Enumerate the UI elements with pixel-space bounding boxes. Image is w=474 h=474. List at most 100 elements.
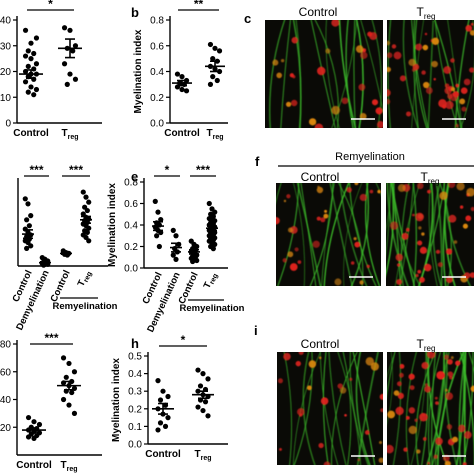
category-label-text: Control xyxy=(13,128,49,139)
red-cell xyxy=(455,360,461,366)
panel-letter-b: b xyxy=(131,5,139,20)
y-tick-label: 20 xyxy=(0,67,11,78)
data-point xyxy=(86,238,92,244)
green-fibre xyxy=(295,20,302,128)
red-cell xyxy=(445,392,454,400)
green-fibre xyxy=(435,183,443,286)
data-point xyxy=(33,86,40,93)
red-cell xyxy=(435,437,443,446)
data-point xyxy=(25,89,31,95)
green-fibre xyxy=(353,20,356,128)
data-point xyxy=(210,246,216,252)
red-cell xyxy=(418,226,422,230)
y-axis-label: Myelination index xyxy=(133,29,144,113)
red-cell xyxy=(415,273,419,278)
green-fibre xyxy=(322,352,329,465)
micrograph-i-control xyxy=(277,352,383,465)
red-cell xyxy=(419,412,428,422)
data-point xyxy=(28,243,34,249)
data-point xyxy=(207,81,214,87)
panel-letter-i: i xyxy=(254,323,258,338)
green-fibre xyxy=(399,183,414,286)
red-cell xyxy=(437,262,443,268)
red-cell xyxy=(409,385,415,391)
green-fibre xyxy=(405,352,417,465)
category-label: Control xyxy=(164,128,200,139)
category-label: Treg xyxy=(194,449,211,462)
red-cell xyxy=(307,385,312,391)
red-cell xyxy=(359,112,367,120)
data-point xyxy=(67,27,73,33)
red-cell xyxy=(459,98,466,105)
data-point xyxy=(61,61,68,67)
data-point xyxy=(214,77,220,84)
red-cell xyxy=(367,31,373,37)
red-cell xyxy=(456,183,465,191)
green-fibre xyxy=(411,20,429,128)
red-cell xyxy=(447,359,453,365)
green-fibre xyxy=(364,183,381,286)
red-cell xyxy=(425,87,433,94)
green-fibre xyxy=(371,20,383,128)
data-point xyxy=(86,225,92,231)
red-cell xyxy=(446,276,453,284)
red-cell xyxy=(431,37,440,45)
green-fibre xyxy=(392,183,402,286)
category-label-text: Control xyxy=(145,449,181,460)
y-tick-label: 20 xyxy=(0,423,11,434)
data-point xyxy=(165,415,171,421)
y-tick-label: 60 xyxy=(0,367,11,378)
red-cell xyxy=(393,51,402,60)
red-cell xyxy=(450,356,454,360)
panel-letter-e: e xyxy=(131,169,138,184)
red-cell xyxy=(462,223,468,229)
data-point xyxy=(64,81,70,87)
data-point xyxy=(31,435,37,441)
red-cell xyxy=(433,454,438,459)
data-point xyxy=(157,397,164,403)
red-cell xyxy=(375,107,383,115)
data-point xyxy=(61,25,68,31)
red-cell xyxy=(416,183,424,190)
red-cell xyxy=(396,263,401,267)
category-label-subscript: reg xyxy=(209,273,220,286)
red-cell xyxy=(450,58,455,63)
red-cell xyxy=(459,205,464,209)
red-cell xyxy=(354,183,359,186)
red-cell xyxy=(424,32,428,36)
red-cell xyxy=(312,240,320,248)
red-cell xyxy=(364,430,370,435)
red-cell xyxy=(408,373,415,380)
y-tick-label: 0.4 xyxy=(128,369,142,380)
category-label-text: T xyxy=(61,128,67,139)
data-point xyxy=(25,63,31,69)
micrograph-f-left-label: Control xyxy=(301,170,340,184)
red-cell xyxy=(325,48,331,54)
red-cell xyxy=(317,185,320,189)
y-tick-label: 10 xyxy=(0,93,11,104)
data-point xyxy=(33,61,40,67)
red-cell xyxy=(438,99,447,108)
y-tick-label: 0.5 xyxy=(128,352,142,363)
y-tick-label: 0.0 xyxy=(128,440,142,451)
red-cell xyxy=(289,263,298,271)
panel-letter-h: h xyxy=(131,336,139,351)
green-fibre xyxy=(421,352,429,465)
red-cell xyxy=(396,279,402,285)
data-point xyxy=(72,43,79,49)
chart-g: 20 40 60 80 *** Control Treg xyxy=(0,331,102,473)
y-tick-label: 0.2 xyxy=(128,404,142,415)
data-point xyxy=(179,74,185,80)
green-fibre xyxy=(296,183,322,286)
red-cell xyxy=(436,370,445,380)
red-cell xyxy=(294,247,299,252)
data-point xyxy=(24,217,30,223)
red-cell xyxy=(286,194,291,199)
y-axis-label: Myelination index xyxy=(111,358,122,442)
green-fibre xyxy=(338,20,357,128)
micrograph-f-right-label: Treg xyxy=(421,170,440,186)
red-cell xyxy=(285,101,292,107)
red-cell xyxy=(277,378,283,384)
y-tick-label: 0.6 xyxy=(124,199,138,210)
